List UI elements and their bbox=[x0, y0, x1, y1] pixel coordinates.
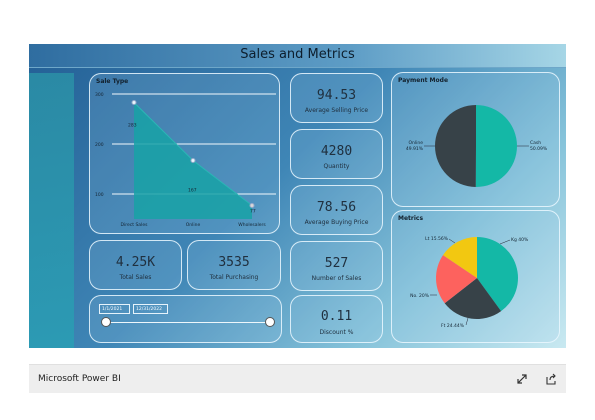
total-sales-card[interactable]: 4.25K Total Sales bbox=[89, 240, 182, 290]
data-label-0: 283 bbox=[128, 123, 137, 129]
dashboard-title: Sales and Metrics bbox=[240, 47, 355, 62]
metrics-leader-3 bbox=[448, 238, 456, 244]
total-sales-label: Total Sales bbox=[119, 274, 152, 281]
discount-card[interactable]: 0.11 Discount % bbox=[290, 295, 383, 343]
number-of-sales-value: 527 bbox=[324, 256, 349, 271]
metrics-label-2: No. 20% bbox=[410, 293, 430, 299]
share-icon[interactable] bbox=[544, 372, 558, 386]
y-tick-label-2: 300 bbox=[95, 92, 104, 98]
powerbi-brand: Microsoft Power BI bbox=[38, 374, 121, 384]
metrics-chart[interactable]: Kg 40% Ft 24.44% No. 20% Lt 15.56% bbox=[392, 211, 561, 344]
avg-buying-price-value: 78.56 bbox=[316, 200, 357, 215]
payment-mode-slice-0 bbox=[475, 105, 517, 187]
powerbi-footer: Microsoft Power BI bbox=[29, 364, 566, 393]
title-bar: Sales and Metrics bbox=[29, 44, 566, 68]
avg-buying-price-label: Average Buying Price bbox=[304, 219, 369, 226]
sale-type-chart[interactable]: 100 200 300 283 167 77 Direct Sales Online Whole… bbox=[90, 74, 281, 235]
sale-type-title: Sale Type bbox=[96, 78, 129, 85]
data-point-2 bbox=[249, 203, 255, 208]
payment-mode-label-1: Online bbox=[408, 140, 423, 146]
sale-type-card[interactable]: Sale Type 100 200 300 283 167 77 Direct Sales O… bbox=[89, 73, 280, 234]
data-label-1: 167 bbox=[188, 188, 197, 194]
total-purchasing-card[interactable]: 3535 Total Purchasing bbox=[187, 240, 281, 290]
payment-mode-slice-1 bbox=[434, 105, 476, 187]
sidebar-panel bbox=[29, 73, 74, 348]
x-tick-label-1: Online bbox=[186, 222, 201, 228]
slider-end-handle[interactable] bbox=[265, 317, 275, 327]
total-sales-value: 4.25K bbox=[115, 255, 156, 270]
metrics-leader-1 bbox=[465, 317, 469, 326]
metrics-slice-2 bbox=[436, 255, 477, 304]
metrics-leader-0 bbox=[499, 239, 511, 245]
payment-mode-title: Payment Mode bbox=[398, 77, 449, 84]
slider-start-handle[interactable] bbox=[101, 317, 111, 327]
metrics-card[interactable]: Metrics Kg 40% Ft 24.44% No. 20% Lt 15.56% bbox=[391, 210, 560, 343]
date-slicer-card[interactable]: 1/1/2021 12/31/2022 bbox=[89, 295, 282, 343]
data-label-2: 77 bbox=[250, 209, 256, 215]
discount-value: 0.11 bbox=[320, 309, 353, 324]
data-point-0 bbox=[131, 100, 137, 105]
avg-selling-price-card[interactable]: 94.53 Average Selling Price bbox=[290, 73, 383, 123]
metrics-slice-0 bbox=[477, 237, 518, 312]
metrics-label-1: Ft 24.44% bbox=[441, 323, 465, 329]
avg-buying-price-card[interactable]: 78.56 Average Buying Price bbox=[290, 185, 383, 235]
x-tick-label-2: Wholesalers bbox=[238, 222, 266, 228]
x-tick-label-0: Direct Sales bbox=[121, 222, 149, 228]
metrics-slice-1 bbox=[444, 278, 502, 319]
slider-track bbox=[106, 322, 270, 323]
metrics-title: Metrics bbox=[398, 215, 424, 222]
quantity-label: Quantity bbox=[323, 163, 350, 170]
payment-mode-value-1: 49.91% bbox=[406, 146, 424, 152]
avg-selling-price-value: 94.53 bbox=[316, 88, 357, 103]
total-purchasing-value: 3535 bbox=[218, 255, 250, 270]
end-date-input[interactable]: 12/31/2022 bbox=[133, 304, 168, 314]
payment-mode-chart[interactable]: Cash Online 50.09% 49.91% bbox=[392, 73, 561, 208]
expand-icon[interactable] bbox=[515, 372, 529, 386]
metrics-slice-3 bbox=[443, 237, 477, 278]
payment-mode-card[interactable]: Payment Mode Cash Online 50.09% 49.91% bbox=[391, 72, 560, 207]
number-of-sales-card[interactable]: 527 Number of Sales bbox=[290, 241, 383, 291]
quantity-value: 4280 bbox=[320, 144, 353, 159]
number-of-sales-label: Number of Sales bbox=[311, 275, 362, 282]
discount-label: Discount % bbox=[319, 329, 354, 336]
metrics-label-3: Lt 15.56% bbox=[425, 236, 449, 242]
payment-mode-value-0: 50.09% bbox=[530, 146, 548, 152]
start-date-input[interactable]: 1/1/2021 bbox=[99, 304, 130, 314]
payment-mode-label-0: Cash bbox=[530, 140, 541, 146]
quantity-card[interactable]: 4280 Quantity bbox=[290, 129, 383, 179]
data-point-1 bbox=[190, 158, 196, 163]
metrics-label-0: Kg 40% bbox=[511, 237, 529, 243]
y-tick-label-0: 100 bbox=[95, 192, 104, 198]
total-purchasing-label: Total Purchasing bbox=[209, 274, 259, 281]
y-tick-label-1: 200 bbox=[95, 142, 104, 148]
avg-selling-price-label: Average Selling Price bbox=[304, 107, 369, 114]
report-canvas: Sales and Metrics Sale Type 100 200 300 283… bbox=[29, 44, 566, 348]
